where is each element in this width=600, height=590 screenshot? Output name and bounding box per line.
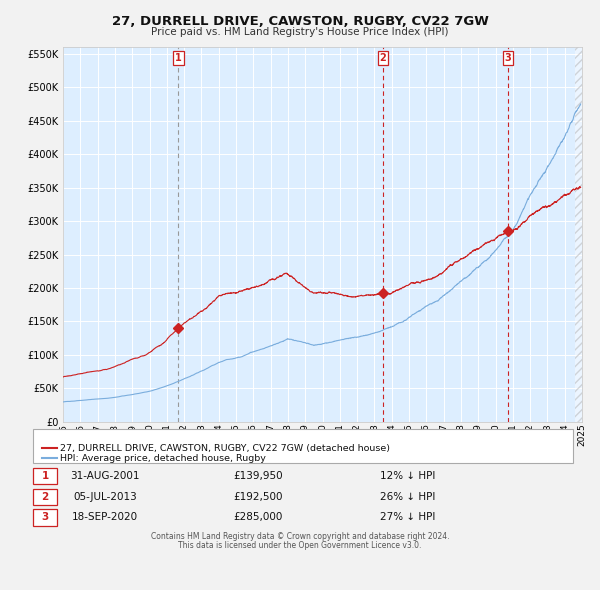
Text: 31-AUG-2001: 31-AUG-2001 bbox=[70, 471, 140, 481]
Text: £285,000: £285,000 bbox=[233, 513, 283, 522]
Text: 26% ↓ HPI: 26% ↓ HPI bbox=[380, 492, 436, 502]
Text: £139,950: £139,950 bbox=[233, 471, 283, 481]
Text: 3: 3 bbox=[41, 513, 49, 522]
Text: 1: 1 bbox=[175, 53, 182, 63]
Text: 12% ↓ HPI: 12% ↓ HPI bbox=[380, 471, 436, 481]
Text: HPI: Average price, detached house, Rugby: HPI: Average price, detached house, Rugb… bbox=[60, 454, 266, 463]
Text: 27, DURRELL DRIVE, CAWSTON, RUGBY, CV22 7GW (detached house): 27, DURRELL DRIVE, CAWSTON, RUGBY, CV22 … bbox=[60, 444, 390, 453]
Text: 2: 2 bbox=[380, 53, 386, 63]
Text: 2: 2 bbox=[41, 492, 49, 502]
Bar bbox=[575, 47, 582, 422]
Text: Price paid vs. HM Land Registry's House Price Index (HPI): Price paid vs. HM Land Registry's House … bbox=[151, 27, 449, 37]
Text: This data is licensed under the Open Government Licence v3.0.: This data is licensed under the Open Gov… bbox=[178, 541, 422, 550]
Text: £192,500: £192,500 bbox=[233, 492, 283, 502]
Text: 3: 3 bbox=[505, 53, 511, 63]
Text: 1: 1 bbox=[41, 471, 49, 481]
Text: Contains HM Land Registry data © Crown copyright and database right 2024.: Contains HM Land Registry data © Crown c… bbox=[151, 532, 449, 541]
Text: 18-SEP-2020: 18-SEP-2020 bbox=[72, 513, 138, 522]
Text: 27% ↓ HPI: 27% ↓ HPI bbox=[380, 513, 436, 522]
Text: 05-JUL-2013: 05-JUL-2013 bbox=[73, 492, 137, 502]
Text: 27, DURRELL DRIVE, CAWSTON, RUGBY, CV22 7GW: 27, DURRELL DRIVE, CAWSTON, RUGBY, CV22 … bbox=[112, 15, 488, 28]
